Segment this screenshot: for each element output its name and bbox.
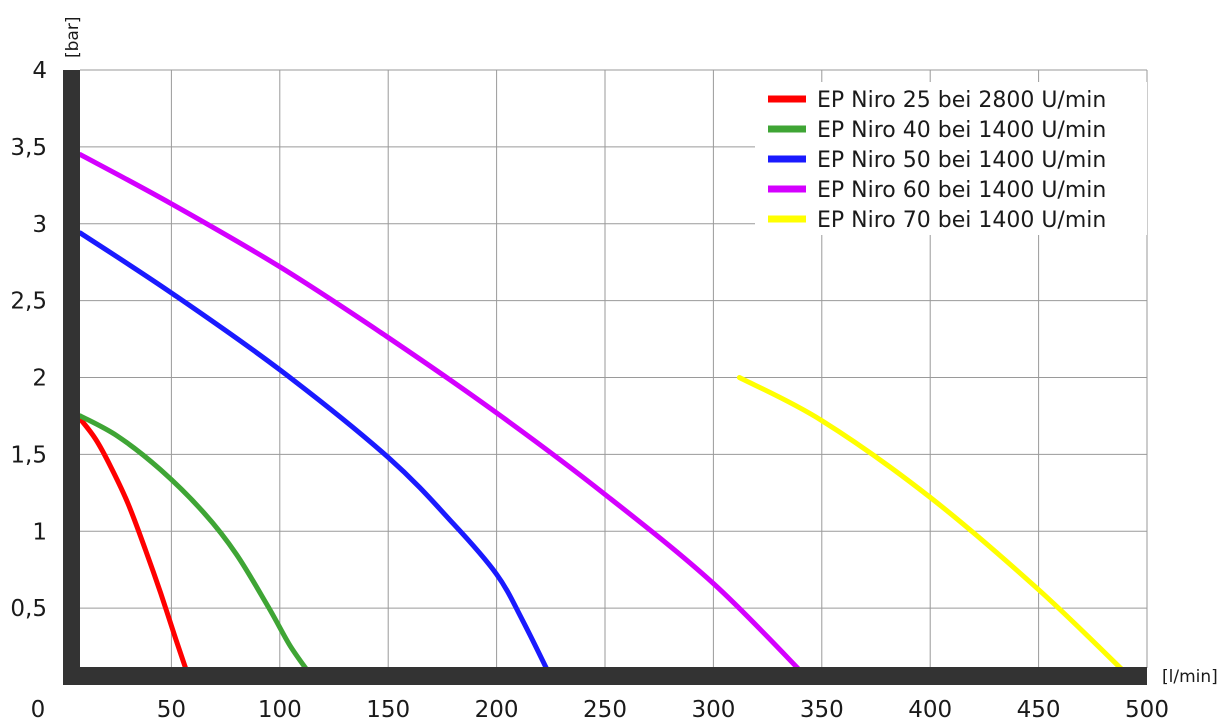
x-tick-label: 400 — [908, 697, 952, 722]
y-axis-label: [bar] — [63, 17, 83, 58]
x-axis-label: [l/min] — [1162, 667, 1218, 687]
tick-labels: 0 50 100 150 200 250 300 350 400 450 500 0,5 1 1,5 2 2,… — [10, 58, 1169, 722]
y-tick-label: 3 — [32, 212, 47, 238]
y-tick-label: 1 — [32, 519, 47, 545]
series-line-4 — [77, 152, 810, 680]
x-tick-label: 50 — [157, 697, 186, 722]
legend-label: EP Niro 70 bei 1400 U/min — [817, 208, 1106, 233]
x-tick-label: 500 — [1125, 697, 1169, 722]
legend-label: EP Niro 50 bei 1400 U/min — [817, 148, 1106, 173]
x-tick-label: 350 — [800, 697, 844, 722]
x-tick-label: 200 — [475, 697, 519, 722]
y-tick-label: 2,5 — [10, 289, 47, 315]
legend: EP Niro 25 bei 2800 U/min EP Niro 40 bei … — [755, 82, 1147, 235]
y-tick-label: 4 — [32, 58, 47, 84]
x-tick-label: 0 — [31, 697, 46, 722]
grid — [80, 69, 1148, 668]
legend-background — [755, 82, 1147, 235]
axes — [63, 70, 1147, 685]
y-tick-label: 3,5 — [10, 135, 47, 161]
y-axis-bar — [63, 70, 80, 685]
y-tick-label: 1,5 — [10, 442, 47, 468]
series-line-3 — [77, 230, 554, 680]
legend-label: EP Niro 40 bei 1400 U/min — [817, 118, 1106, 143]
x-tick-label: 100 — [258, 697, 302, 722]
legend-label: EP Niro 60 bei 1400 U/min — [817, 178, 1106, 203]
y-tick-label: 0,5 — [10, 596, 47, 622]
series-line-2 — [77, 413, 315, 680]
series-line-5 — [736, 375, 1128, 676]
x-tick-label: 450 — [1017, 697, 1061, 722]
legend-label: EP Niro 25 bei 2800 U/min — [817, 88, 1106, 113]
series-line-1 — [77, 416, 192, 680]
x-tick-label: 150 — [366, 697, 410, 722]
series-lines — [77, 152, 1128, 680]
y-tick-label: 2 — [32, 366, 47, 392]
x-tick-label: 300 — [691, 697, 735, 722]
x-axis-bar — [63, 667, 1147, 685]
x-tick-label: 250 — [583, 697, 627, 722]
